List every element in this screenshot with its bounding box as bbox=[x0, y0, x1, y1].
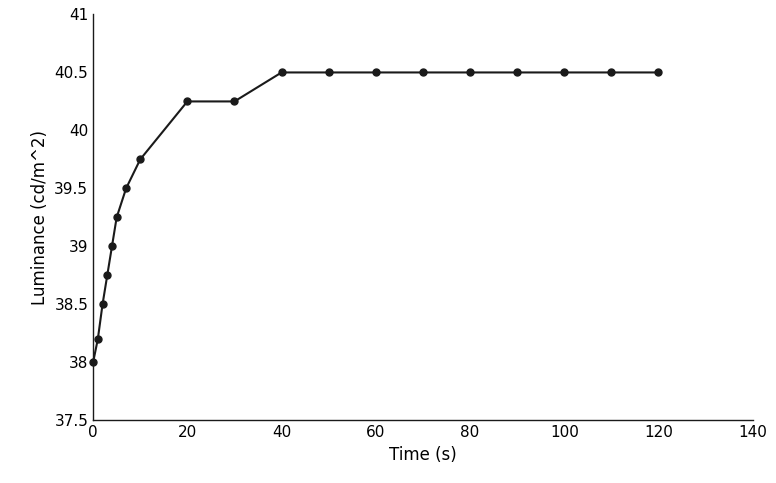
Y-axis label: Luminance (cd/m^2): Luminance (cd/m^2) bbox=[31, 130, 49, 305]
X-axis label: Time (s): Time (s) bbox=[389, 446, 457, 464]
